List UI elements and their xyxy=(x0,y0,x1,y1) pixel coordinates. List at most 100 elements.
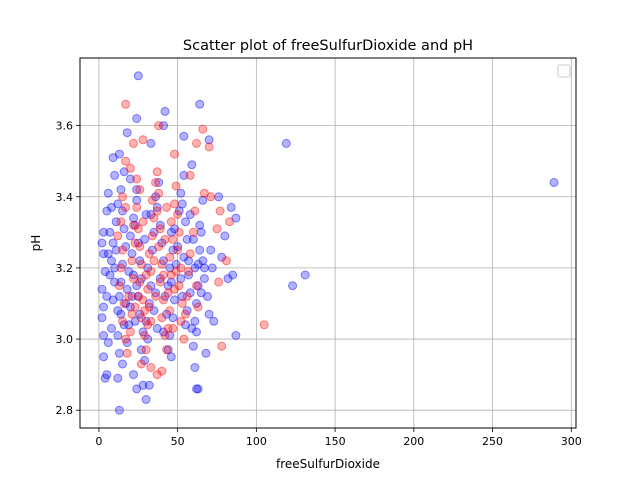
blue-data-point xyxy=(288,281,298,291)
blue-data-point xyxy=(188,234,198,244)
y-tick-label: 2.8 xyxy=(56,404,74,417)
blue-data-point xyxy=(136,274,146,284)
x-tick-label: 250 xyxy=(482,435,503,448)
blue-data-point xyxy=(166,227,176,237)
red-data-point xyxy=(144,302,154,312)
red-data-point xyxy=(133,224,143,234)
blue-data-point xyxy=(135,309,145,319)
x-tick-label: 150 xyxy=(325,435,346,448)
blue-data-point xyxy=(100,373,110,383)
blue-data-point xyxy=(195,245,205,255)
blue-data-point xyxy=(146,281,156,291)
blue-data-point xyxy=(107,256,116,266)
red-data-point xyxy=(147,195,157,205)
blue-data-point xyxy=(118,206,127,216)
blue-data-point xyxy=(114,291,124,301)
blue-data-point xyxy=(124,267,134,276)
red-data-point xyxy=(132,174,142,184)
blue-data-point xyxy=(110,263,120,273)
blue-data-point xyxy=(129,213,138,223)
red-data-point xyxy=(162,202,172,212)
blue-data-point xyxy=(179,131,189,141)
blue-data-point xyxy=(151,192,161,202)
blue-data-point xyxy=(108,238,118,248)
blue-data-point xyxy=(130,220,140,230)
red-data-point xyxy=(214,277,224,287)
red-data-point xyxy=(136,359,146,369)
blue-data-point xyxy=(116,277,126,287)
red-data-point xyxy=(188,227,198,237)
blue-data-point xyxy=(118,259,127,269)
blue-data-point xyxy=(138,327,148,337)
blue-data-point xyxy=(157,238,167,248)
red-data-point xyxy=(155,224,165,234)
blue-data-point xyxy=(177,199,187,209)
blue-data-point xyxy=(281,138,291,148)
red-data-point xyxy=(116,217,126,227)
blue-data-point xyxy=(146,138,156,148)
blue-data-point xyxy=(102,370,112,380)
blue-data-point xyxy=(143,334,153,344)
blue-data-point xyxy=(226,202,236,212)
blue-data-point xyxy=(549,178,559,187)
x-axis-label: freeSulfurDioxide xyxy=(276,457,380,471)
red-data-point xyxy=(152,206,162,216)
x-tick-label: 300 xyxy=(561,435,582,448)
blue-data-point xyxy=(136,345,146,355)
blue-data-point xyxy=(147,245,157,255)
red-data-point xyxy=(121,99,131,109)
blue-data-point xyxy=(168,313,178,323)
blue-data-point xyxy=(195,99,205,109)
red-data-point xyxy=(133,291,143,301)
red-data-point xyxy=(170,149,179,159)
blue-data-point xyxy=(130,316,140,326)
blue-data-point xyxy=(133,71,143,81)
red-data-point xyxy=(204,142,214,152)
blue-data-point xyxy=(160,291,170,301)
red-data-point xyxy=(129,220,138,230)
blue-data-point xyxy=(114,149,124,159)
blue-data-point xyxy=(103,249,113,259)
chart-title: Scatter plot of freeSulfurDioxide and pH xyxy=(183,38,473,54)
blue-data-point xyxy=(166,277,176,287)
blue-data-point xyxy=(190,316,200,326)
blue-data-point xyxy=(190,263,200,273)
blue-data-point xyxy=(187,160,197,170)
red-data-point xyxy=(173,245,183,255)
blue-data-point xyxy=(155,220,165,230)
blue-data-point xyxy=(187,323,197,333)
red-data-point xyxy=(174,227,184,237)
blue-data-point xyxy=(146,210,156,219)
blue-data-point xyxy=(113,199,123,209)
blue-data-point xyxy=(99,249,109,259)
red-data-point xyxy=(121,202,131,212)
red-data-point xyxy=(155,277,165,287)
blue-data-point xyxy=(163,281,173,291)
blue-data-point xyxy=(125,302,135,312)
blue-data-point xyxy=(170,224,179,234)
blue-data-point xyxy=(108,153,118,163)
red-data-point xyxy=(192,138,201,148)
blue-data-point xyxy=(110,277,120,287)
blue-data-point xyxy=(171,259,181,269)
axis-ticks: 0 50 100 150 200 250 300 2.8 3.0 3.2 3.4 3.6 xyxy=(56,120,582,448)
red-data-point xyxy=(138,217,148,227)
blue-data-point xyxy=(163,345,173,355)
red-data-point xyxy=(138,135,148,145)
blue-data-point xyxy=(192,384,201,394)
red-data-point xyxy=(198,124,208,134)
red-data-point xyxy=(182,291,192,301)
red-data-point xyxy=(184,267,194,276)
blue-data-point xyxy=(207,263,217,273)
blue-data-point xyxy=(154,178,164,187)
red-data-point xyxy=(141,270,151,280)
red-data-point xyxy=(146,363,156,372)
data-points xyxy=(97,71,559,415)
blue-data-point xyxy=(119,167,129,177)
blue-data-point xyxy=(132,281,142,291)
blue-data-point xyxy=(176,274,186,284)
red-data-point xyxy=(181,309,190,319)
blue-data-point xyxy=(223,274,233,284)
red-data-point xyxy=(118,245,127,255)
red-data-point xyxy=(170,199,179,209)
